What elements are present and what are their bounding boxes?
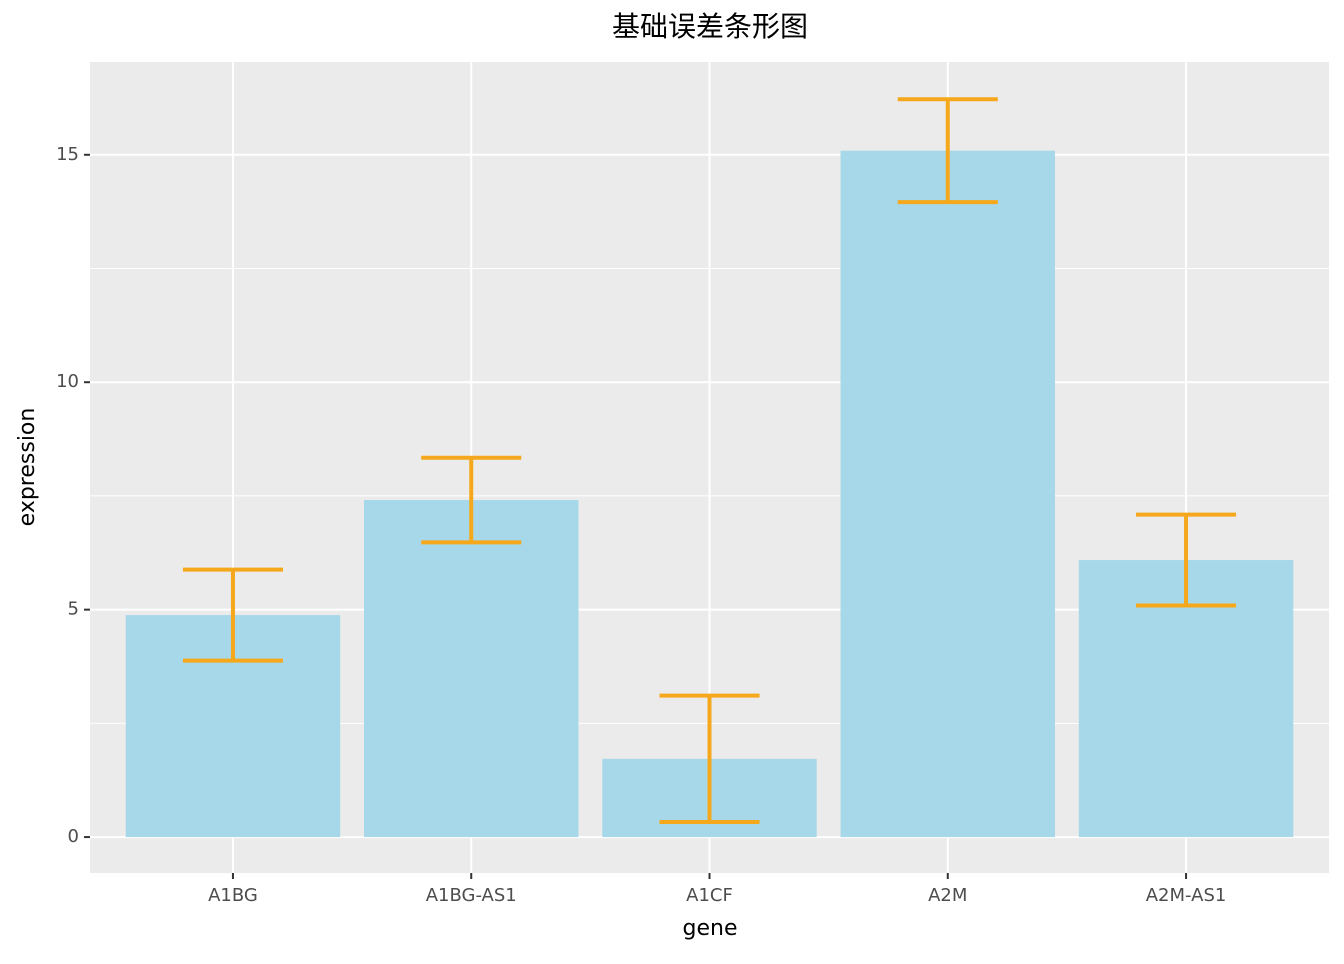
error-bar bbox=[659, 693, 760, 825]
error-bar-path bbox=[897, 97, 998, 205]
error-bar bbox=[1136, 512, 1237, 608]
error-bar bbox=[421, 455, 522, 545]
bar bbox=[364, 500, 579, 838]
y-tick-label: 5 bbox=[68, 599, 79, 620]
error-bar-path bbox=[421, 455, 522, 545]
bar bbox=[840, 150, 1055, 838]
x-tick-label: A2M bbox=[928, 885, 967, 906]
y-tick-label: 0 bbox=[68, 826, 79, 847]
x-tick-label: A1BG bbox=[208, 885, 258, 906]
x-axis-label: gene bbox=[683, 916, 738, 941]
y-axis-label: expression bbox=[15, 408, 40, 527]
error-bar-path bbox=[659, 693, 760, 825]
error-bar-path bbox=[182, 567, 283, 663]
x-tick-label: A1CF bbox=[686, 885, 733, 906]
error-bar bbox=[897, 97, 998, 205]
x-tick-label: A1BG-AS1 bbox=[426, 885, 517, 906]
x-tick-label: A2M-AS1 bbox=[1146, 885, 1227, 906]
y-tick-label: 15 bbox=[56, 144, 79, 165]
error-bar-path bbox=[1136, 512, 1237, 608]
y-tick-label: 10 bbox=[56, 371, 79, 392]
error-bar bbox=[182, 567, 283, 663]
chart-title: 基础误差条形图 bbox=[612, 10, 808, 43]
